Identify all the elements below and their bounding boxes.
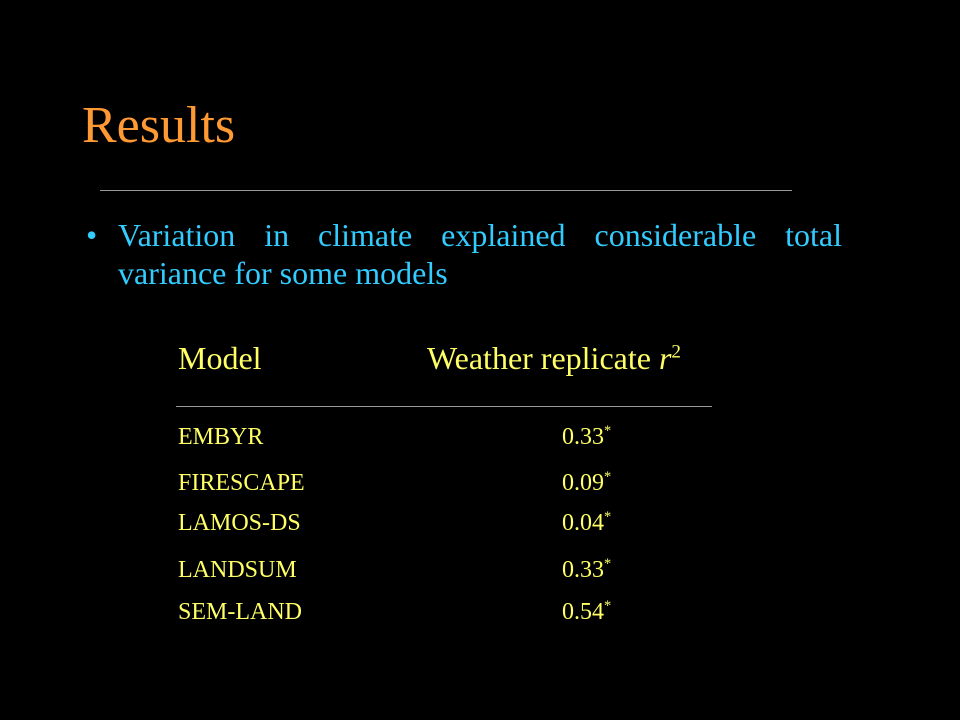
- r2-number: 0.33: [562, 557, 604, 583]
- r2-value: 0.09*: [562, 468, 611, 498]
- header-model: Model: [178, 340, 262, 376]
- header-rule: [176, 406, 712, 407]
- significance-mark: *: [604, 423, 612, 439]
- model-name: SEM-LAND: [178, 599, 302, 625]
- significance-mark: *: [604, 556, 612, 572]
- header-value: Weather replicate r2: [427, 338, 681, 378]
- model-name: EMBYR: [178, 424, 264, 450]
- r2-value: 0.33*: [562, 555, 611, 585]
- significance-mark: *: [604, 469, 612, 485]
- bullet-dot: •: [86, 217, 98, 253]
- title-rule: [100, 190, 792, 191]
- header-symbol: r: [658, 340, 672, 376]
- model-name: FIRESCAPE: [178, 470, 305, 496]
- significance-mark: *: [604, 598, 612, 614]
- r2-number: 0.33: [562, 424, 604, 450]
- r2-value: 0.04*: [562, 508, 611, 538]
- r2-number: 0.04: [562, 510, 604, 536]
- slide-title: Results: [82, 97, 236, 154]
- r2-value: 0.33*: [562, 422, 611, 452]
- header-exponent: 2: [671, 341, 681, 363]
- significance-mark: *: [604, 509, 612, 525]
- header-value-text: Weather replicate: [427, 340, 651, 376]
- r2-value: 0.54*: [562, 597, 611, 627]
- r2-number: 0.54: [562, 599, 604, 625]
- model-name: LANDSUM: [178, 557, 297, 583]
- model-name: LAMOS-DS: [178, 510, 301, 536]
- r2-number: 0.09: [562, 470, 604, 496]
- bullet-text: Variation in climate explained considera…: [118, 217, 842, 291]
